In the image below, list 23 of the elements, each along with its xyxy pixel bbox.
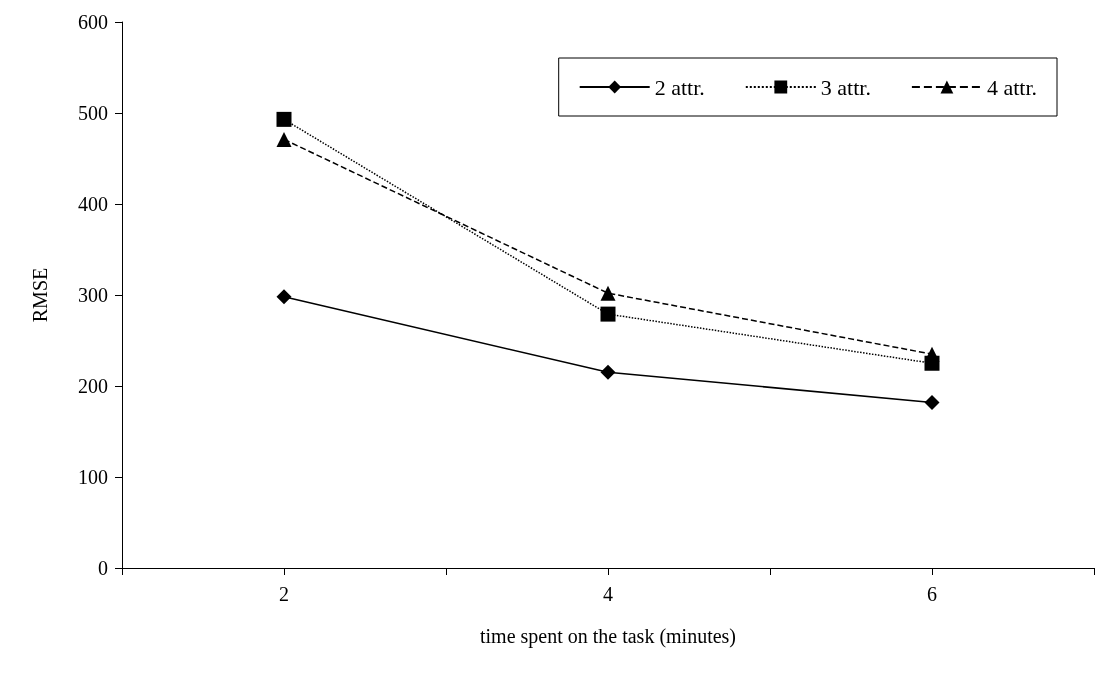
point [600,364,616,380]
y-tick-label: 300 [78,284,108,306]
x-axis-title: time spent on the task (minutes) [479,625,737,648]
point [600,306,616,322]
legend-label: 3 attr. [820,74,871,100]
point [924,346,940,362]
point [276,111,292,127]
y-axis-title: RMSE [29,267,51,323]
legend-label: 4 attr. [986,74,1038,100]
y-tick-label: 600 [78,11,108,33]
point [600,285,616,301]
y-tick-label: 400 [78,193,108,215]
x-tick-label: 6 [927,583,937,605]
y-tick-label: 500 [78,102,108,124]
x-tick-label: 4 [603,583,613,605]
point [276,289,292,305]
x-tick-label: 2 [279,583,289,605]
point [276,131,292,147]
y-tick-label: 0 [98,557,108,579]
y-tick-label: 100 [78,466,108,488]
legend-label: 2 attr. [654,74,705,100]
y-tick-label: 200 [78,375,108,397]
point [924,394,940,410]
